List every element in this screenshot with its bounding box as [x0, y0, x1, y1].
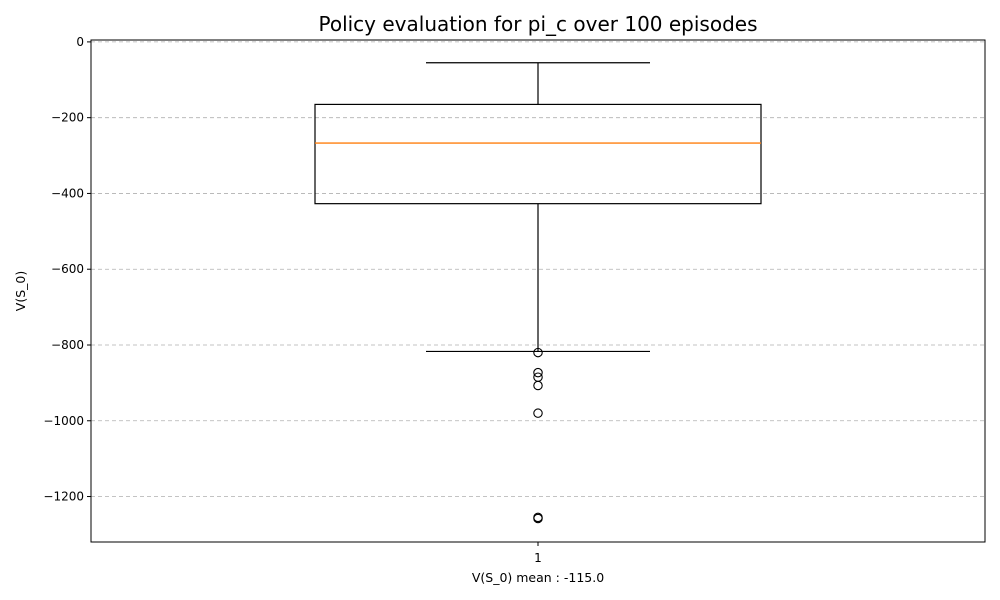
y-tick-label: −400 [51, 186, 84, 200]
y-tick-label: 0 [76, 35, 84, 49]
y-tick-label: −800 [51, 338, 84, 352]
outlier-point [533, 380, 543, 391]
x-axis-label: V(S_0) mean : -115.0 [472, 570, 604, 585]
y-tick-label: −1000 [43, 414, 84, 428]
outlier-point [533, 513, 543, 524]
y-tick-label: −200 [51, 111, 84, 125]
x-axis-ticks: 1 [534, 542, 542, 565]
chart-title: Policy evaluation for pi_c over 100 epis… [318, 12, 757, 36]
outlier-point [533, 367, 543, 378]
y-axis-ticks: 0 −200 −400 −600 −800 −1000 −1200 [43, 35, 91, 504]
grid-lines [91, 41, 985, 497]
y-tick-label: −1200 [43, 490, 84, 504]
x-tick-label: 1 [534, 551, 542, 565]
interquartile-box [314, 103, 762, 205]
y-tick-label: −600 [51, 262, 84, 276]
box-plot [314, 62, 762, 524]
outlier-point [533, 347, 543, 358]
y-axis-label: V(S_0) [13, 271, 28, 311]
outlier-point [533, 408, 543, 418]
